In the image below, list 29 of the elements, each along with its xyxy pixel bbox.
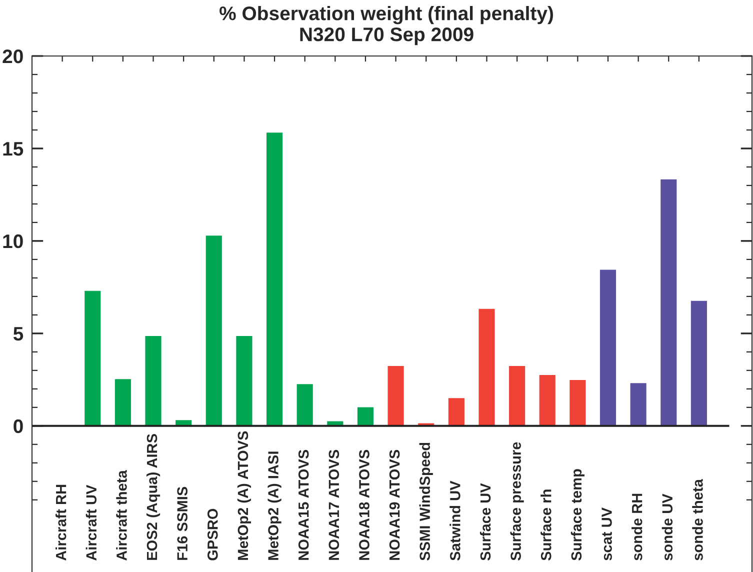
x-tick-label: Aircraft theta xyxy=(116,470,127,561)
x-tick-label: GPSRO xyxy=(207,508,218,560)
x-tick-label: NOAA19 ATOVS xyxy=(389,450,400,560)
x-tick-label: Surface UV xyxy=(480,483,491,560)
x-tick-label: sonde theta xyxy=(692,478,703,560)
x-tick-label: sonde RH xyxy=(632,494,642,560)
x-tick-label: Aircraft UV xyxy=(86,484,97,561)
y-tick-label: 0 xyxy=(14,419,23,434)
x-tick-label: Satwind UV xyxy=(450,480,460,560)
x-tick-label: scat UV xyxy=(602,508,612,560)
x-tick-label: Surface temp xyxy=(570,469,584,560)
x-tick-label: NOAA18 ATOVS xyxy=(359,450,370,560)
x-tick-label: MetOp2 (A) ATOVS xyxy=(237,431,252,560)
x-tick-label: NOAA15 ATOVS xyxy=(298,450,309,560)
x-tick-label: SSMI WindSpeed xyxy=(419,442,433,560)
y-tick-label: 15 xyxy=(3,142,24,156)
x-tick-label: sonde UV xyxy=(662,494,673,560)
x-tick-label: Surface pressure xyxy=(510,442,524,560)
x-tick-label: MetOp2 (A) IASI xyxy=(268,452,282,560)
y-tick-label: 5 xyxy=(13,327,24,341)
x-tick-label: NOAA17 ATOVS xyxy=(328,450,340,560)
x-tick-label: EOS2 (Aqua) AIRS xyxy=(146,434,160,560)
x-tick-label: Aircraft RH xyxy=(56,484,66,561)
x-tick-label: Surface rh xyxy=(540,490,552,560)
x-tick-label: F16 SSMIS xyxy=(177,486,188,560)
y-tick-label: 20 xyxy=(2,49,23,64)
y-tick-label: 10 xyxy=(3,234,23,248)
chart-subtitle: N320 L70 Sep 2009 xyxy=(300,28,474,46)
chart-title: % Observation weight (final penalty) xyxy=(220,6,554,24)
